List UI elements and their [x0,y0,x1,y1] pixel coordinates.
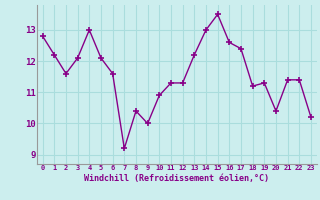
X-axis label: Windchill (Refroidissement éolien,°C): Windchill (Refroidissement éolien,°C) [84,174,269,183]
